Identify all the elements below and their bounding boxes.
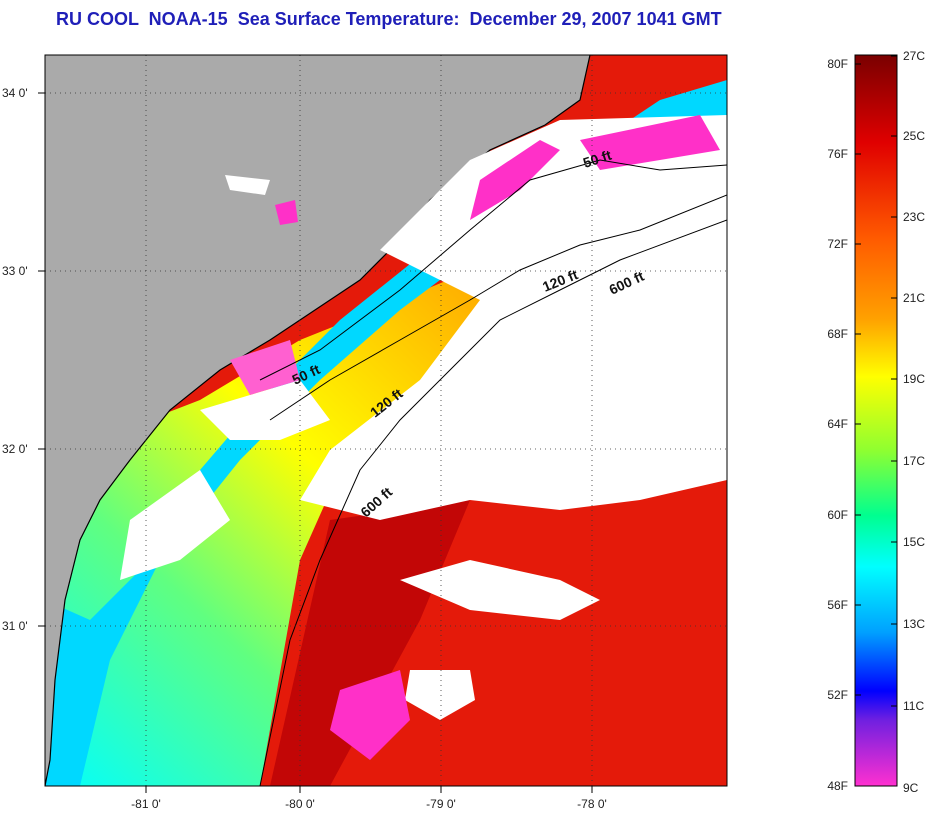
cb-f-76: 76F [827,147,848,161]
colorbar-gradient [854,54,898,787]
cb-c-25: 25C [903,129,925,143]
cold-patch-inland [275,200,298,225]
cb-c-21: 21C [903,291,925,305]
lon-label-79: -79 0' [426,797,456,811]
cb-c-27: 27C [903,49,925,63]
cloud-patch-south [405,670,475,720]
cb-f-72: 72F [827,237,848,251]
cold-fringe-3 [230,340,300,395]
map-title: RU COOL NOAA-15 Sea Surface Temperature:… [56,9,722,29]
colorbar: 80F 76F 72F 68F 64F 60F 56F 52F 48F 27C … [827,49,925,795]
lat-label-32: 32 0' [2,442,28,456]
lat-label-31: 31 0' [2,619,28,633]
cold-eddy-south [330,670,410,760]
cb-c-19: 19C [903,372,925,386]
map-frame [44,54,728,787]
cb-c-9: 9C [903,781,919,795]
cloud-cover-shelf [200,380,330,440]
cloud-patch-inland [225,175,270,195]
cold-fringe-2 [580,115,720,170]
cb-f-64: 64F [827,417,848,431]
lon-label-81: -81 0' [131,797,161,811]
cb-f-60: 60F [827,508,848,522]
map-area [45,55,727,786]
cb-f-68: 68F [827,327,848,341]
isobath-600ft [259,219,727,786]
cloud-cover-north [300,115,727,520]
isobath-50ft [259,159,727,381]
cb-c-11: 11C [903,699,924,713]
warm-core-water [270,500,470,786]
graticule [45,55,727,786]
lon-label-80: -80 0' [285,797,315,811]
cb-f-52: 52F [827,688,848,702]
cb-f-48: 48F [827,779,848,793]
axis-ticks [38,92,593,793]
shelf-water [45,150,727,786]
cloud-cover-coast [120,470,230,580]
cb-f-56: 56F [827,598,848,612]
cb-f-80: 80F [827,57,848,71]
cb-c-23: 23C [903,210,925,224]
land-mass [45,55,590,786]
cb-c-17: 17C [903,454,925,468]
colorbar-ticks [855,55,897,787]
cloud-cover-band [400,560,600,620]
cold-fringe-1 [470,140,560,220]
lat-label-33: 33 0' [2,264,28,278]
cb-c-15: 15C [903,535,925,549]
lat-label-34: 34 0' [2,86,28,100]
cb-c-13: 13C [903,617,925,631]
isobath-120ft [269,194,727,421]
lon-label-78: -78 0' [577,797,607,811]
